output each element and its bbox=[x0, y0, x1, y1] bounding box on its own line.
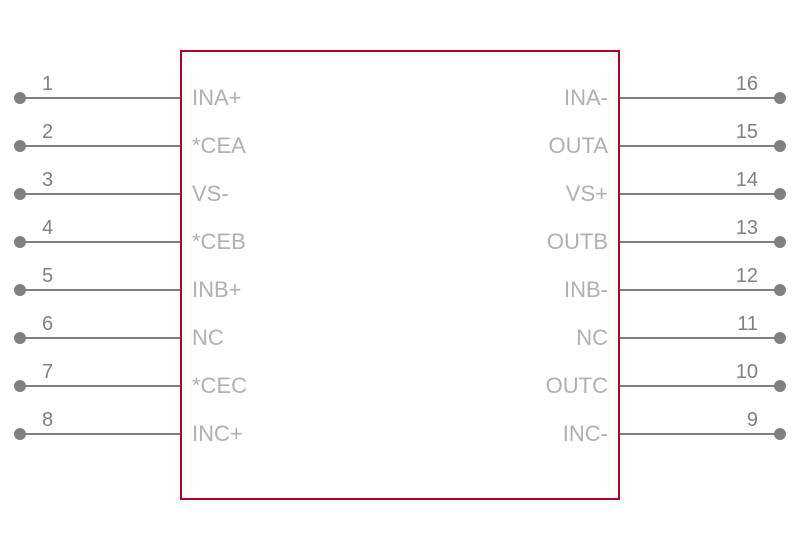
pin-terminal bbox=[14, 332, 26, 344]
pin-line bbox=[20, 337, 180, 339]
pin-line bbox=[20, 97, 180, 99]
pin-line bbox=[620, 433, 780, 435]
pin-line bbox=[620, 289, 780, 291]
pin-terminal bbox=[774, 236, 786, 248]
pin-terminal bbox=[14, 188, 26, 200]
pin-number: 9 bbox=[747, 409, 758, 432]
pin-label: INB+ bbox=[192, 277, 242, 303]
pin-number: 6 bbox=[42, 313, 53, 336]
pin-label: *CEC bbox=[192, 373, 247, 399]
pin-terminal bbox=[14, 380, 26, 392]
pin-number: 13 bbox=[736, 217, 758, 240]
pin-number: 12 bbox=[736, 265, 758, 288]
pin-label: VS+ bbox=[566, 181, 608, 207]
pin-number: 2 bbox=[42, 121, 53, 144]
pin-label: *CEA bbox=[192, 133, 246, 159]
pin-number: 11 bbox=[737, 313, 758, 336]
pin-label: VS- bbox=[192, 181, 229, 207]
pin-label: OUTC bbox=[546, 373, 608, 399]
pin-line bbox=[620, 193, 780, 195]
pin-number: 7 bbox=[42, 361, 53, 384]
pin-number: 4 bbox=[42, 217, 53, 240]
pin-number: 8 bbox=[42, 409, 53, 432]
pin-number: 1 bbox=[42, 73, 53, 96]
pin-terminal bbox=[14, 428, 26, 440]
pin-line bbox=[20, 385, 180, 387]
pin-label: OUTB bbox=[547, 229, 608, 255]
pin-line bbox=[20, 193, 180, 195]
pin-label: INA- bbox=[564, 85, 608, 111]
pin-line bbox=[620, 385, 780, 387]
pin-label: NC bbox=[576, 325, 608, 351]
pin-label: INC+ bbox=[192, 421, 243, 447]
pin-number: 10 bbox=[736, 361, 758, 384]
pin-label: *CEB bbox=[192, 229, 246, 255]
pin-number: 14 bbox=[736, 169, 758, 192]
pin-terminal bbox=[14, 140, 26, 152]
pin-terminal bbox=[774, 380, 786, 392]
pin-line bbox=[20, 241, 180, 243]
pin-line bbox=[20, 433, 180, 435]
pin-label: INC- bbox=[563, 421, 608, 447]
pin-terminal bbox=[774, 332, 786, 344]
pin-terminal bbox=[774, 284, 786, 296]
pin-line bbox=[620, 241, 780, 243]
pin-terminal bbox=[14, 284, 26, 296]
pin-number: 5 bbox=[42, 265, 53, 288]
pin-terminal bbox=[14, 236, 26, 248]
pin-line bbox=[620, 97, 780, 99]
pin-label: INB- bbox=[564, 277, 608, 303]
pin-terminal bbox=[774, 140, 786, 152]
pin-number: 3 bbox=[42, 169, 53, 192]
pin-terminal bbox=[774, 428, 786, 440]
pin-terminal bbox=[774, 92, 786, 104]
pin-label: OUTA bbox=[549, 133, 608, 159]
pin-label: NC bbox=[192, 325, 224, 351]
pin-number: 15 bbox=[736, 121, 758, 144]
pin-terminal bbox=[774, 188, 786, 200]
pin-terminal bbox=[14, 92, 26, 104]
pin-line bbox=[20, 145, 180, 147]
chip-body bbox=[180, 50, 620, 500]
pin-line bbox=[620, 337, 780, 339]
pin-number: 16 bbox=[736, 73, 758, 96]
pin-line bbox=[20, 289, 180, 291]
pin-line bbox=[620, 145, 780, 147]
pin-label: INA+ bbox=[192, 85, 242, 111]
